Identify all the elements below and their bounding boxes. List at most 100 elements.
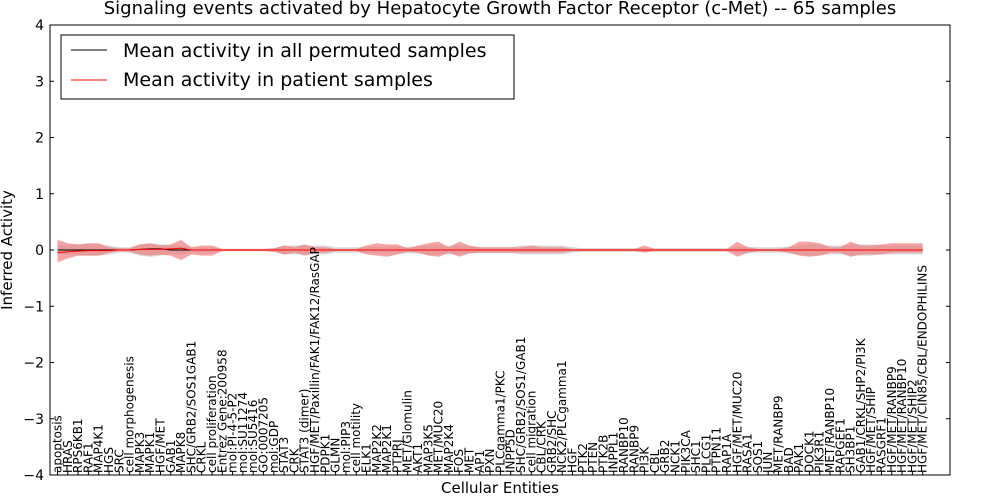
x-tick-label: HGF/MET/RANBP10 (895, 359, 909, 473)
x-tick-label: MET/RANBP9 (772, 396, 786, 473)
x-tick-label: HGF/MET/SHIP2 (905, 379, 919, 473)
y-tick-label: 0 (35, 243, 44, 259)
x-tick-label: RANBP10 (617, 417, 631, 473)
legend-label-permuted: Mean activity in all permuted samples (123, 40, 486, 62)
x-tick-label: cell migration (524, 391, 538, 473)
x-tick-label: NCK2/PLCgamma1 (555, 360, 569, 473)
x-tick-label: mol:SU11274 (236, 392, 250, 473)
x-tick-label: HGF/MET/MUC20 (730, 372, 744, 473)
legend: Mean activity in all permuted samples Me… (60, 34, 515, 100)
x-tick-label: CBL/CRK (535, 420, 549, 473)
x-tick-label: ELK1 (360, 443, 374, 473)
x-tick-label: HGF/MET (154, 418, 168, 473)
x-tick-label: SRC (112, 449, 126, 473)
x-tick-label: SHC1 (689, 440, 703, 473)
x-tick-label: GO:0007205 (257, 397, 271, 473)
x-tick-label: NCK1 (669, 440, 683, 473)
x-tick-label: HRAS (61, 440, 75, 473)
x-tick-label: PTPRJ (390, 439, 404, 473)
x-tick-label: HGF (566, 448, 580, 473)
y-tick-label: −2 (23, 356, 44, 372)
x-tick-label: SHC/GRB2/SOS1/GAB1 (514, 337, 528, 473)
x-tick-label: cell motility (349, 403, 363, 473)
x-tick-label: RASA1 (741, 433, 755, 473)
x-tick-labels: apoptosisHRASRPS6KB1RAF1MAP4K1HGSSRCcell… (51, 247, 930, 475)
x-tick-label: cell morphogenesis (123, 356, 137, 473)
x-tick-label: MET/RANBP10 (823, 388, 837, 473)
x-tick-label: PIK3R1 (813, 431, 827, 473)
x-tick-label: GRB2 (658, 439, 672, 473)
x-tick-label: DOCK1 (802, 430, 816, 473)
x-tick-label: BAD (782, 447, 796, 473)
x-tick-label: HGS (102, 447, 116, 473)
x-tick-label: HGF/MET/SHIP (864, 387, 878, 473)
x-tick-label: Entrez Gene:200958 (215, 349, 229, 473)
x-tick-label: PAK1 (792, 443, 806, 473)
y-tick-label: 3 (35, 74, 44, 90)
x-tick-label: MAPK8 (174, 432, 188, 473)
x-tick-label: GRB2/SHC (545, 410, 559, 473)
x-tick-label: HGF/MET/RANBP9 (885, 366, 899, 473)
x-tick-label: RANBP9 (627, 425, 641, 473)
x-axis-label: Cellular Entities (441, 479, 559, 497)
x-tick-label: AKT1 (411, 443, 425, 473)
x-tick-label: PLCG1 (699, 434, 713, 473)
x-tick-label: SH3BP1 (844, 426, 858, 473)
x-tick-label: PI3K (638, 446, 652, 473)
x-tick-label: INPP5D (504, 429, 518, 473)
x-tick-label: MAP2K2 (370, 424, 384, 473)
x-tick-label: CRKL (195, 441, 209, 473)
x-tick-label: PDPK1 (318, 434, 332, 473)
x-tick-label: MAP2K1 (380, 424, 394, 473)
x-tick-label: CRK (287, 447, 301, 473)
x-tick-label: RASGRF1 (875, 417, 889, 473)
y-tick-label: −1 (23, 299, 44, 315)
bands-layer (57, 239, 923, 263)
x-tick-label: MET (463, 447, 477, 473)
y-tick-label: −4 (23, 468, 44, 484)
legend-label-patient: Mean activity in patient samples (123, 69, 433, 91)
series-layer (57, 247, 923, 254)
y-tick-label: −3 (23, 412, 44, 428)
x-tick-label: mol:PIP3 (339, 421, 353, 473)
x-tick-label: RPS6KB1 (71, 418, 85, 473)
x-tick-label: RAPGEF1 (833, 418, 847, 473)
x-tick-label: RAP1A (720, 433, 734, 473)
x-tick-label: PTK2B (596, 435, 610, 473)
x-tick-label: PIK3CA (679, 429, 693, 473)
x-tick-label: HGF/MET/Paxillin/FAK1/FAK12/RasGAP (308, 247, 322, 473)
x-tick-label: JUN (761, 452, 775, 474)
x-tick-label: GLMN (329, 438, 343, 473)
x-tick-label: PXN (483, 449, 497, 473)
x-tick-label: mol:GDP (267, 421, 281, 473)
x-tick-label: RAF1 (81, 442, 95, 473)
x-tick-label: mol:PI-4-5-P2 (226, 393, 240, 473)
x-tick-label: CBL (648, 449, 662, 473)
x-tick-label: STAT3 (dimer) (298, 389, 312, 473)
series-line-patient (57, 247, 923, 254)
x-tick-label: apoptosis (51, 415, 65, 473)
x-tick-label: SOS1 (751, 441, 765, 473)
y-axis: 4 3 2 1 0 −1 −2 −3 −4 (23, 18, 950, 484)
x-tick-label: SHC/GRB2/SOS1GAB1 (184, 341, 198, 473)
x-tick-label: MAPK3 (133, 432, 147, 473)
x-tick-label: HGF/MET/CIN85/CBL/ENDOPHILINS (916, 265, 930, 473)
band-patient-spread (57, 239, 923, 263)
x-tick-label: MAP3K5 (421, 424, 435, 473)
x-tick-label: INPPL1 (607, 432, 621, 473)
chart-title: Signaling events activated by Hepatocyte… (104, 0, 897, 19)
x-tick-label: MET/MUC20 (432, 401, 446, 473)
x-tick-label: PTK2 (576, 443, 590, 473)
y-tick-label: 2 (35, 131, 44, 147)
y-tick-label: 1 (35, 187, 44, 203)
x-tick-label: MAPK1 (143, 432, 157, 473)
x-tick-label: MAP4K1 (92, 424, 106, 473)
y-tick-label: 4 (35, 18, 44, 34)
x-tick-label: PLCgamma1/PKC (493, 370, 507, 473)
x-tick-label: AP1 (473, 450, 487, 473)
x-tick-label: PTPN11 (710, 427, 724, 473)
x-tick-label: FOS (452, 449, 466, 473)
x-tick-label: MAP2K4 (442, 424, 456, 473)
x-tick-label: MET/Glomulin (401, 390, 415, 473)
